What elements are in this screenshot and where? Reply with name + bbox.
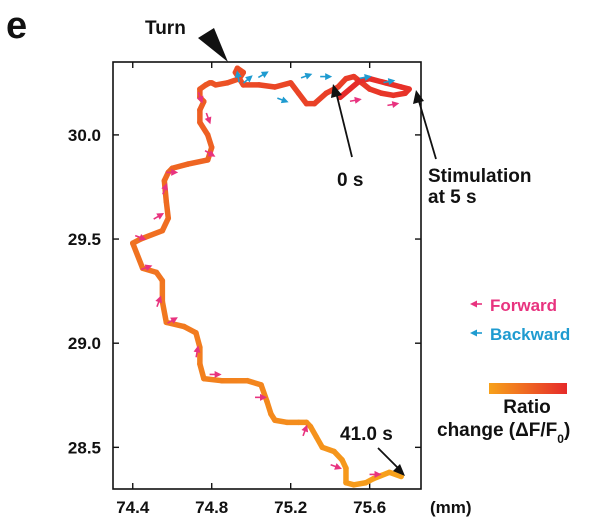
- trajectory-segment: [258, 382, 270, 405]
- annotation-stimulation: Stimulation at 5 s: [413, 90, 531, 208]
- end-arrow-line: [377, 447, 401, 471]
- x-tick-label: 75.6: [353, 498, 386, 517]
- colorbar: Ratio change (ΔF/F0): [437, 383, 570, 446]
- forward-legend-arrow-icon: [470, 300, 482, 308]
- x-axis-unit: (mm): [430, 498, 472, 517]
- panel-label: e: [6, 5, 27, 47]
- forward-arrow-icon: [209, 370, 222, 378]
- annotation-zero: 0 s: [331, 84, 363, 191]
- trajectory-segment: [129, 240, 146, 271]
- x-axis-ticks: 74.4 74.8 75.2 75.6: [116, 62, 386, 517]
- trajectory-segment: [185, 157, 211, 167]
- zero-arrow-line: [335, 91, 353, 158]
- backward-arrow-icon: [234, 70, 242, 83]
- y-tick-label: 30.0: [68, 126, 101, 145]
- forward-arrow-icon: [301, 424, 309, 437]
- forward-arrow-icon: [369, 470, 382, 478]
- trajectory-series: [129, 65, 412, 488]
- annotation-turn-label: Turn: [145, 18, 186, 39]
- legend-backward-label: Backward: [490, 325, 570, 344]
- backward-arrow-icon: [383, 78, 396, 86]
- annotation-stim-line2: at 5 s: [428, 187, 477, 208]
- backward-arrow-icon: [257, 71, 269, 79]
- x-tick-label: 74.8: [195, 498, 228, 517]
- stim-arrow-line: [417, 97, 437, 160]
- turn-arrowhead: [198, 28, 228, 62]
- annotation-zero-label: 0 s: [337, 170, 363, 191]
- x-tick-label: 75.2: [274, 498, 307, 517]
- annotation-turn: Turn: [145, 18, 228, 62]
- stim-arrowhead: [413, 90, 424, 104]
- annotation-stim-line1: Stimulation: [428, 166, 531, 187]
- forward-arrow-icon: [134, 234, 147, 241]
- y-tick-label: 29.5: [68, 230, 101, 249]
- backward-arrow-icon: [277, 96, 289, 104]
- forward-arrow-icon: [196, 91, 204, 104]
- trajectory-segment: [337, 86, 353, 101]
- forward-arrow-icon: [140, 264, 153, 272]
- trajectory-segment: [370, 469, 393, 482]
- annotation-end: 41.0 s: [340, 424, 405, 476]
- backward-arrows: [234, 70, 396, 104]
- zero-arrowhead: [331, 84, 342, 98]
- plot-frame: [112, 61, 422, 490]
- y-axis-ticks: 28.5 29.0 29.5 30.0: [68, 126, 421, 457]
- forward-arrow-icon: [349, 96, 362, 104]
- forward-arrow-icon: [167, 317, 178, 324]
- y-tick-label: 28.5: [68, 438, 101, 457]
- forward-arrow-icon: [204, 112, 212, 125]
- forward-arrow-icon: [161, 183, 168, 195]
- trajectory-segment: [201, 375, 225, 384]
- end-arrowhead: [393, 464, 405, 476]
- legend-forward-icon: [470, 300, 482, 308]
- backward-arrow-icon: [359, 74, 372, 81]
- x-tick-label: 74.4: [116, 498, 150, 517]
- y-tick-label: 29.0: [68, 334, 101, 353]
- legend: Forward Backward: [470, 296, 570, 344]
- trajectory-segment: [163, 198, 172, 221]
- forward-arrow-icon: [387, 101, 400, 108]
- trajectory-segment: [159, 298, 170, 326]
- forward-arrow-icon: [204, 150, 216, 157]
- backward-arrow-icon: [320, 73, 333, 81]
- trajectory-segment: [161, 177, 170, 205]
- forward-arrow-icon: [255, 393, 268, 401]
- legend-backward-icon: [470, 329, 482, 337]
- forward-arrows: [134, 91, 400, 478]
- colorbar-gradient: [489, 383, 567, 394]
- backward-arrow-icon: [243, 75, 253, 84]
- annotation-end-label: 41.0 s: [340, 424, 393, 445]
- forward-arrow-icon: [193, 345, 201, 358]
- forward-arrow-icon: [155, 295, 162, 308]
- forward-arrow-icon: [166, 168, 179, 176]
- backward-arrow-icon: [300, 72, 313, 80]
- legend-forward-label: Forward: [490, 296, 557, 315]
- forward-arrow-icon: [330, 463, 342, 470]
- backward-legend-arrow-icon: [470, 329, 482, 337]
- colorbar-label-line2: change (ΔF/F0): [437, 420, 570, 446]
- forward-arrow-icon: [153, 213, 165, 220]
- colorbar-label-line1: Ratio: [503, 397, 551, 418]
